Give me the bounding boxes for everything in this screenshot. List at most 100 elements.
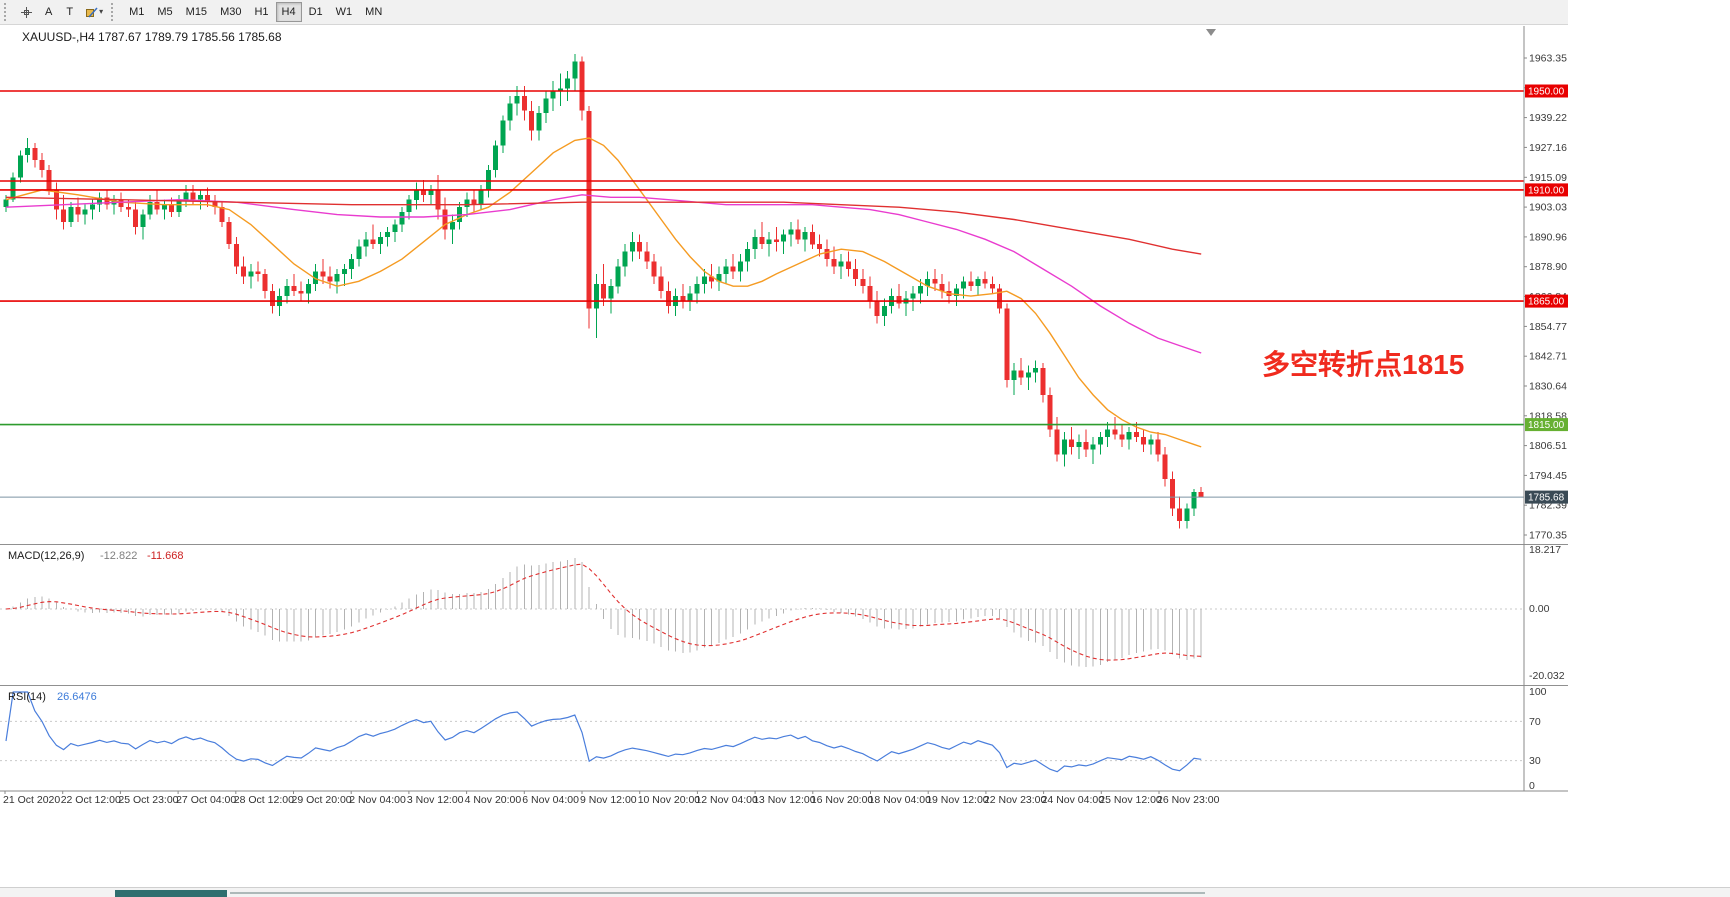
timeframe-button-m30[interactable]: M30 [214,2,247,22]
text-label-tool-button[interactable]: A [39,2,58,22]
candle-body [536,113,542,131]
candle-body [629,241,635,252]
macd-main-value: -12.822 [100,550,137,562]
candle-body [298,291,304,294]
candle-body [586,110,592,309]
candle-body [917,286,923,294]
rsi-scale-label: 100 [1529,686,1547,698]
rsi-scale-label: 30 [1529,755,1541,767]
candle-body [1162,454,1168,479]
candle-body [1040,367,1046,395]
candle-body [104,197,110,205]
ma-slow-red [5,196,1202,255]
rsi-label: RSI(14) [8,691,46,703]
rsi-scale-label: 70 [1529,716,1541,728]
candle-body [305,283,311,294]
candle-body [493,145,499,171]
candle-body [262,273,268,292]
toolbar-grip[interactable] [4,3,10,21]
price-marker-box [1525,418,1568,432]
candle-body [565,78,571,89]
timeframe-button-mn[interactable]: MN [359,2,388,22]
price-axis-label: 1927.16 [1529,142,1567,154]
candle-body [658,276,664,292]
candle-body [1069,439,1075,447]
candle-body [529,110,535,131]
price-axis-label: 1890.96 [1529,231,1567,243]
timeframe-button-w1[interactable]: W1 [330,2,359,22]
text-tool-button[interactable]: T [60,2,79,22]
timeframe-button-h4[interactable]: H4 [275,2,302,22]
candle-body [421,189,427,195]
candle-body [1133,432,1139,437]
candle-body [61,209,67,222]
candle-body [154,202,160,210]
candle-body [32,147,38,161]
shapes-tool-button[interactable]: ▾ [81,2,107,22]
time-axis-label: 27 Oct 04:00 [176,794,236,806]
macd-histogram [12,557,1202,668]
timeframe-button-d1[interactable]: D1 [303,2,329,22]
timeframe-button-m15[interactable]: M15 [180,2,213,22]
candle-body [1018,370,1024,378]
candle-body [723,266,729,274]
timeframe-button-h1[interactable]: H1 [248,2,274,22]
rsi-panel [0,691,1524,773]
candle-body [795,229,801,240]
candle-body [1112,429,1118,435]
crosshair-icon [21,6,32,18]
candle-body [881,306,887,316]
candle-body [644,251,650,262]
price-axis-label: 1963.35 [1529,53,1567,65]
candle-body [802,231,808,240]
shapes-dropdown-caret: ▾ [99,7,104,16]
candle-body [989,283,995,289]
candle-body [1191,492,1197,509]
candle-body [46,170,52,190]
candle-body [133,209,139,227]
candlestick-series [3,53,1204,529]
timeframe-button-m1[interactable]: M1 [123,2,150,22]
scrollbar-track [230,892,1205,894]
candle-body [1011,370,1017,381]
crosshair-tool-button[interactable] [16,2,37,22]
candle-body [17,155,23,178]
candle-body [435,189,441,210]
candle-body [953,288,959,297]
chart-shift-marker-icon[interactable] [1206,29,1216,36]
candle-body [241,266,247,277]
candle-body [169,204,175,213]
chart-plot-area[interactable] [0,26,1524,543]
price-axis[interactable]: 1963.351951.291939.221927.161915.091903.… [1524,53,1568,793]
candle-body [500,120,506,146]
candle-body [824,249,830,260]
main-panel [0,53,1524,529]
rsi-line [5,691,1202,773]
time-axis-label: 29 Oct 20:00 [292,794,352,806]
candle-body [867,286,873,301]
candle-body [183,192,189,200]
candle-body [975,278,981,287]
candle-body [680,296,686,301]
candle-body [968,281,974,287]
price-axis-label: 1806.51 [1529,440,1567,452]
candle-body [1025,372,1031,378]
time-axis-label: 18 Nov 04:00 [869,794,932,806]
scrollbar-thumb[interactable] [115,890,227,897]
candle-body [89,204,95,210]
candle-body [701,276,707,284]
timeframe-button-m5[interactable]: M5 [151,2,178,22]
candle-body [147,202,153,215]
candle-body [932,278,938,284]
candle-body [176,199,182,213]
toolbar-grip-2[interactable] [111,3,117,21]
candle-body [773,239,779,242]
candle-body [817,244,823,250]
price-marker-box [1525,490,1568,504]
candle-body [1076,441,1082,447]
time-axis-label: 16 Nov 20:00 [811,794,874,806]
candle-body [1169,479,1175,509]
candle-body [313,271,319,284]
candle-body [925,278,931,287]
